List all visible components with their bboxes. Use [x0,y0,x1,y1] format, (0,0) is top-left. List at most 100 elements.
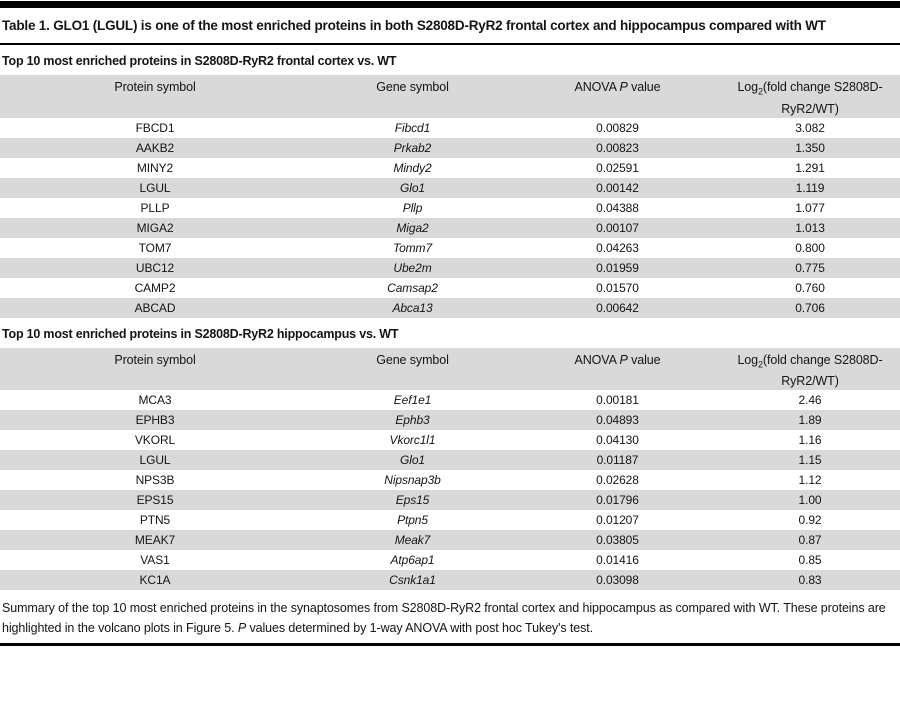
log2fc-cell: 0.760 [795,280,825,295]
summary-note: Summary of the top 10 most enriched prot… [2,601,886,635]
anova-p-cell: 0.01570 [596,280,639,295]
col-header-log2-fold-change: Log2(fold change S2808D- RyR2/WT) [737,80,883,116]
log2fc-cell: 0.83 [798,573,822,587]
protein-symbol-cell: PLLP [140,200,170,215]
gene-symbol-cell: Nipsnap3b [384,473,441,487]
protein-symbol-cell: VAS1 [140,553,170,567]
frontal-cortex-table-body: FBCD1 Fibcd1 0.00829 3.082 AAKB2 Prkab2 … [0,118,900,318]
log2fc-cell: 1.89 [798,413,822,427]
anova-p-cell: 0.00107 [596,220,639,235]
frontal-cortex-table-header: Protein symbol Gene symbol ANOVA P value… [0,75,900,118]
table-row: ABCAD Abca13 0.00642 0.706 [0,297,900,318]
anova-p-cell: 0.02628 [596,473,639,487]
hippocampus-table-body: MCA3 Eef1e1 0.00181 2.46 EPHB3 Ephb3 0.0… [0,390,900,590]
protein-symbol-cell: FBCD1 [135,120,175,135]
hippocampus-table: Protein symbol Gene symbol ANOVA P value… [0,347,900,590]
gene-symbol-cell: Ptpn5 [397,513,428,527]
protein-symbol-cell: ABCAD [134,300,176,315]
protein-symbol-cell: TOM7 [138,240,172,255]
log2fc-cell: 0.775 [795,260,825,275]
log2fc-cell: 1.00 [798,493,822,507]
anova-p-cell: 0.00181 [596,393,639,407]
anova-p-cell: 0.00829 [596,120,639,135]
col-header-protein-symbol: Protein symbol [114,352,196,367]
gene-symbol-cell: Vkorc1l1 [389,433,436,447]
col-header-log2-fold-change: Log2(fold change S2808D- RyR2/WT) [737,352,883,389]
table-row: FBCD1 Fibcd1 0.00829 3.082 [0,118,900,138]
frontal-cortex-table: Protein symbol Gene symbol ANOVA P value… [0,75,900,318]
log2fc-cell: 0.706 [795,300,825,315]
log2fc-cell: 2.46 [798,393,822,407]
protein-symbol-cell: AAKB2 [135,140,175,155]
anova-p-cell: 0.04263 [596,240,639,255]
protein-symbol-cell: PTN5 [139,513,171,527]
top-rule [0,1,900,8]
bottom-rule [0,643,900,646]
table-row: TOM7 Tomm7 0.04263 0.800 [0,238,900,258]
protein-symbol-cell: LGUL [139,180,171,195]
hippocampus-table-header: Protein symbol Gene symbol ANOVA P value… [0,347,900,390]
anova-p-cell: 0.01187 [596,453,639,467]
anova-p-cell: 0.01416 [596,553,639,567]
gene-symbol-cell: Eef1e1 [393,393,432,407]
col-header-gene-symbol: Gene symbol [376,352,449,367]
log2fc-cell: 1.291 [795,160,825,175]
col-header-protein-symbol: Protein symbol [114,80,196,94]
table-row: AAKB2 Prkab2 0.00823 1.350 [0,137,900,158]
table-row: EPHB3 Ephb3 0.04893 1.89 [0,410,900,430]
table-row: CAMP2 Camsap2 0.01570 0.760 [0,278,900,298]
log2fc-cell: 3.082 [795,120,825,135]
section-1-label: Top 10 most enriched proteins in S2808D-… [2,54,397,68]
protein-symbol-cell: NPS3B [135,473,175,487]
table-row: MIGA2 Miga2 0.00107 1.013 [0,217,900,238]
gene-symbol-cell: Atp6ap1 [390,553,435,567]
protein-symbol-cell: KC1A [139,573,171,587]
table-row: NPS3B Nipsnap3b 0.02628 1.12 [0,470,900,490]
log2fc-cell: 1.013 [795,220,825,235]
gene-symbol-cell: Meak7 [394,533,431,547]
col-header-gene-symbol: Gene symbol [376,80,449,94]
protein-symbol-cell: MCA3 [138,393,172,407]
section-2-label: Top 10 most enriched proteins in S2808D-… [2,326,399,341]
gene-symbol-cell: Camsap2 [387,280,438,295]
page-title: Table 1. GLO1 (LGUL) is one of the most … [2,18,826,33]
anova-p-cell: 0.00142 [596,180,639,195]
table-row: KC1A Csnk1a1 0.03098 0.83 [0,570,900,590]
gene-symbol-cell: Csnk1a1 [389,573,436,587]
table-row: LGUL Glo1 0.00142 1.119 [0,177,900,198]
log2fc-cell: 1.15 [798,453,822,467]
log2fc-cell: 0.87 [798,533,822,547]
table-row: MEAK7 Meak7 0.03805 0.87 [0,530,900,550]
protein-symbol-cell: VKORL [134,433,176,447]
gene-symbol-cell: Abca13 [392,300,433,315]
protein-symbol-cell: MEAK7 [134,533,176,547]
log2fc-cell: 0.92 [798,513,822,527]
anova-p-cell: 0.00642 [596,300,639,315]
title-rule [0,43,900,45]
anova-p-cell: 0.01959 [596,260,639,275]
anova-p-cell: 0.04893 [596,413,639,427]
log2fc-cell: 1.12 [798,473,822,487]
gene-symbol-cell: Tomm7 [392,240,433,255]
gene-symbol-cell: Glo1 [400,453,425,467]
anova-p-cell: 0.02591 [596,160,639,175]
protein-symbol-cell: EPS15 [136,493,174,507]
protein-symbol-cell: CAMP2 [134,280,176,295]
gene-symbol-cell: Glo1 [400,180,425,195]
col-header-anova-p-value: ANOVA P value [574,352,661,367]
table-row: LGUL Glo1 0.01187 1.15 [0,450,900,470]
protein-symbol-cell: MIGA2 [136,220,174,235]
protein-symbol-cell: EPHB3 [135,413,175,427]
anova-p-cell: 0.00823 [596,140,639,155]
table-row: VAS1 Atp6ap1 0.01416 0.85 [0,550,900,570]
protein-symbol-cell: LGUL [139,453,171,467]
table-row: MCA3 Eef1e1 0.00181 2.46 [0,390,900,410]
table-row: PLLP Pllp 0.04388 1.077 [0,198,900,218]
log2fc-cell: 1.350 [795,140,825,155]
protein-symbol-cell: UBC12 [135,260,175,275]
gene-symbol-cell: Pllp [402,200,423,215]
col-header-anova-p-value: ANOVA P value [574,80,661,94]
anova-p-cell: 0.04388 [596,200,639,215]
anova-p-cell: 0.04130 [596,433,639,447]
